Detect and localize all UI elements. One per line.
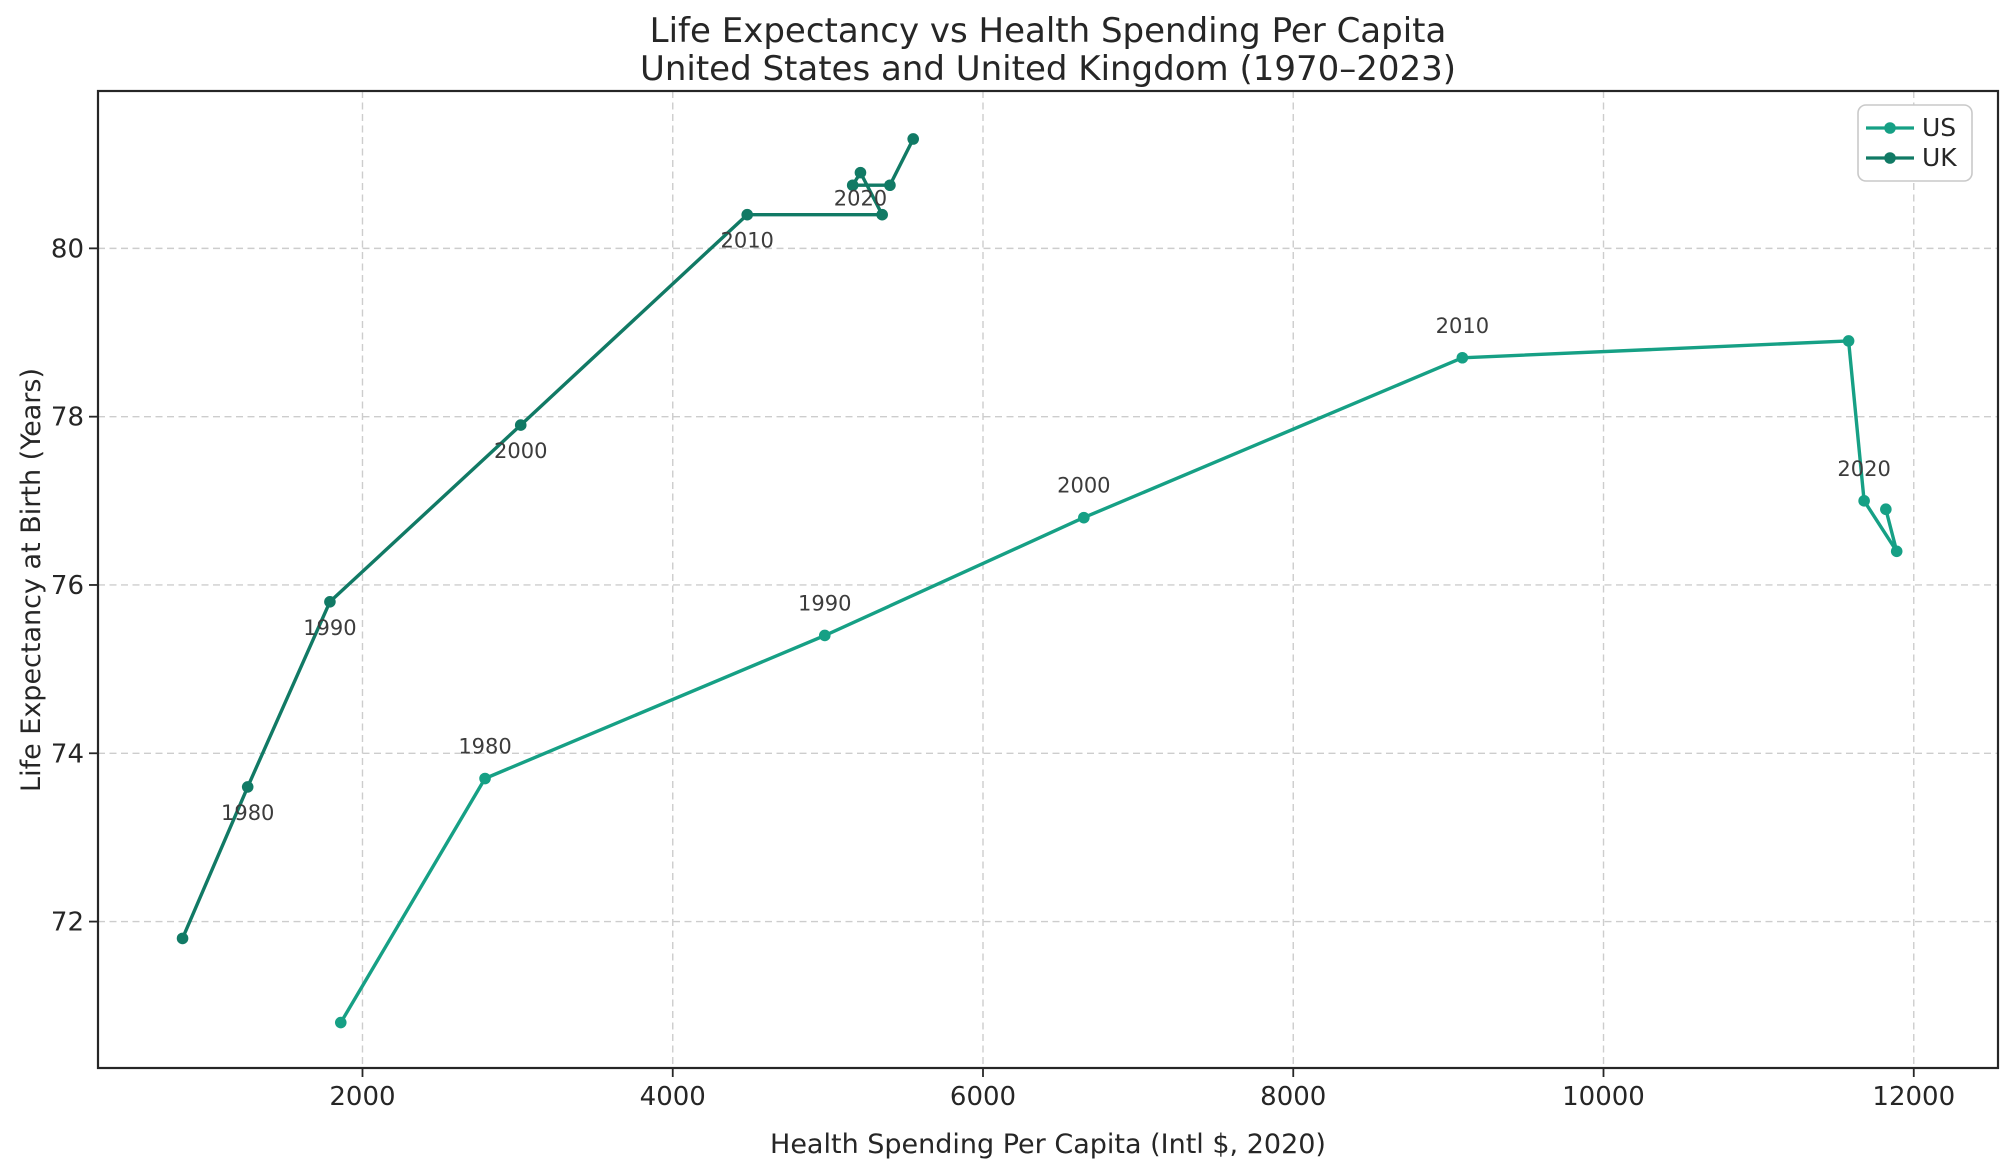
annotation-uk-2020: 2020 [834,187,887,211]
plot-spines [96,89,2000,1070]
annotation-us-1990: 1990 [798,591,851,615]
series-us-point-1990 [818,629,831,642]
series-uk-point-2022 [884,179,896,192]
series-us-point-2000 [1078,511,1090,524]
annotation-uk-1990: 1990 [303,616,356,640]
y-tick-label-78: 78 [51,403,84,433]
series-uk-point-1980 [241,781,254,793]
x-tick-label-6000: 6000 [950,1082,1016,1112]
axes-layer: 2000 4000 6000 8000 10000 12000 72 74 76 78 80 [51,89,2000,1112]
legend-label-us: US [1922,113,1956,142]
y-tick-label-74: 74 [51,739,84,769]
chart-title: Life Expectancy vs Health Spending Per C… [650,11,1447,51]
y-tick-label-72: 72 [51,908,84,938]
legend-label-uk: UK [1922,143,1957,172]
annotation-us-2020: 2020 [1837,457,1890,481]
series-us-point-2010 [1456,351,1469,364]
series-uk-point-2021 [846,179,859,192]
annotation-us-2010: 2010 [1436,314,1489,338]
series-us-line [339,339,1899,1025]
legend-marker-uk-icon [1884,152,1896,164]
x-tick-label-4000: 4000 [640,1082,706,1112]
gridlines-layer [98,91,1998,1068]
x-axis-label: Health Spending Per Capita (Intl $, 2020… [770,1129,1326,1160]
annotation-us-1980: 1980 [458,735,511,759]
series-us-point-2020 [1858,495,1870,507]
x-tick-label-10000: 10000 [1562,1082,1645,1112]
legend-marker-us-icon [1884,122,1896,134]
series-us-point-1980 [479,772,491,785]
legend-item-uk: UK [1866,143,1957,172]
series-uk-point-2010 [741,208,754,221]
legend: US UK [1857,104,1973,182]
series-uk-point-1990 [324,596,336,608]
y-tick-label-76: 76 [51,571,84,601]
series-uk-point-2020 [854,166,867,179]
series-uk-point-2000 [514,419,527,431]
series-us-point-2022 [1880,503,1892,516]
annotation-uk-1980: 1980 [221,801,274,825]
annotation-uk-2000: 2000 [494,439,547,463]
y-tick-label-80: 80 [51,234,84,264]
series-uk-line [180,137,915,941]
series-us-point-1970 [334,1016,347,1029]
chart-subtitle: United States and United Kingdom (1970–2… [640,49,1456,89]
annotation-us-2000: 2000 [1057,474,1110,498]
series-uk-point-2019 [876,208,888,221]
series-uk-point-1970 [176,932,189,945]
annotations-layer: 1980 1990 2000 2010 2020 1980 1990 2000 2010 2020 [221,187,1891,825]
annotation-uk-2010: 2010 [720,229,773,253]
x-tick-label-8000: 8000 [1260,1082,1326,1112]
series-us-point-2021 [1890,545,1903,558]
series-us-point-2019 [1842,335,1855,347]
y-axis-label: Life Expectancy at Birth (Years) [16,368,47,792]
legend-item-us: US [1866,113,1956,142]
x-tick-label-12000: 12000 [1872,1082,1955,1112]
series-uk-point-2023 [907,133,919,145]
x-tick-label-2000: 2000 [329,1082,395,1112]
series-layer [176,133,1903,1029]
